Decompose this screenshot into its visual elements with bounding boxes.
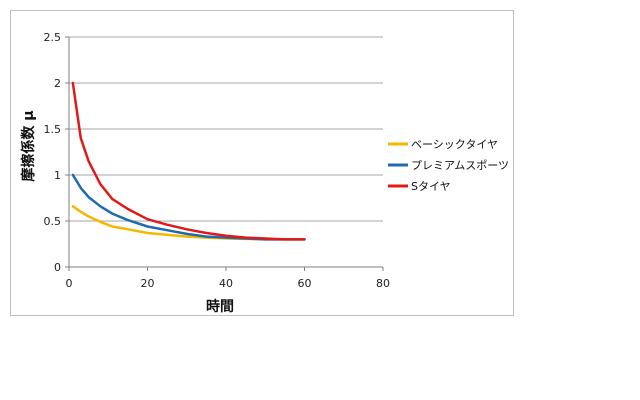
x-tick-label-0: 0 [66, 277, 73, 290]
legend-label-2: Sタイヤ [411, 180, 451, 193]
x-tick-label-2: 40 [219, 277, 233, 290]
legend-label-1: プレミアムスポーツ [411, 159, 509, 172]
x-tick-label-4: 80 [376, 277, 390, 290]
legend-label-0: ベーシックタイヤ [411, 138, 498, 151]
y-tick-label-2: 1 [54, 169, 61, 182]
x-tick-label-3: 60 [298, 277, 312, 290]
y-tick-label-5: 2.5 [44, 31, 62, 44]
y-tick-label-1: 0.5 [44, 215, 62, 228]
x-axis-title: 時間 [206, 298, 234, 315]
y-tick-label-3: 1.5 [44, 123, 62, 136]
y-tick-label-0: 0 [54, 261, 61, 274]
y-axis-title: 摩擦係数 μ [20, 110, 37, 181]
x-tick-label-1: 20 [141, 277, 155, 290]
series-line-2 [71, 81, 306, 241]
y-tick-label-4: 2 [54, 77, 61, 90]
chart-frame: 0 0.5 1 1.5 2 2.5 0 20 40 60 80 時間 摩擦係数 μ ベーシックタイヤ プレミ… [10, 10, 514, 316]
line-chart: 0 0.5 1 1.5 2 2.5 0 20 40 60 80 時間 摩擦係数 μ ベーシックタイヤプレミ… [20, 31, 509, 315]
